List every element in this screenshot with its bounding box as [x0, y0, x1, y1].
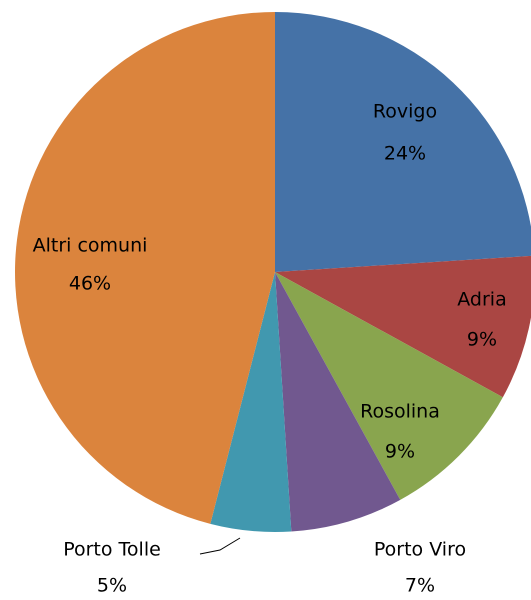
leader-line	[199, 537, 241, 555]
slice-value-label: 9%	[385, 441, 415, 463]
pie-slice	[210, 272, 292, 532]
pie-slice	[275, 255, 531, 398]
slice-label: Altri comuni	[33, 235, 148, 257]
slice-value-label: 9%	[467, 329, 497, 351]
pie-slice	[275, 272, 503, 500]
pie-slice	[15, 12, 275, 524]
slice-value-label: 7%	[405, 575, 435, 597]
slice-value-label: 24%	[384, 143, 426, 165]
pie-slice	[275, 12, 531, 272]
slice-label: Rosolina	[360, 401, 440, 423]
slice-label: Porto Tolle	[63, 539, 161, 561]
slice-label: Porto Viro	[374, 539, 466, 561]
slice-value-label: 46%	[69, 273, 111, 295]
pie-slice	[275, 272, 401, 532]
slice-value-label: 5%	[97, 575, 127, 597]
slice-label: Adria	[457, 289, 506, 311]
slice-label: Rovigo	[373, 101, 437, 123]
